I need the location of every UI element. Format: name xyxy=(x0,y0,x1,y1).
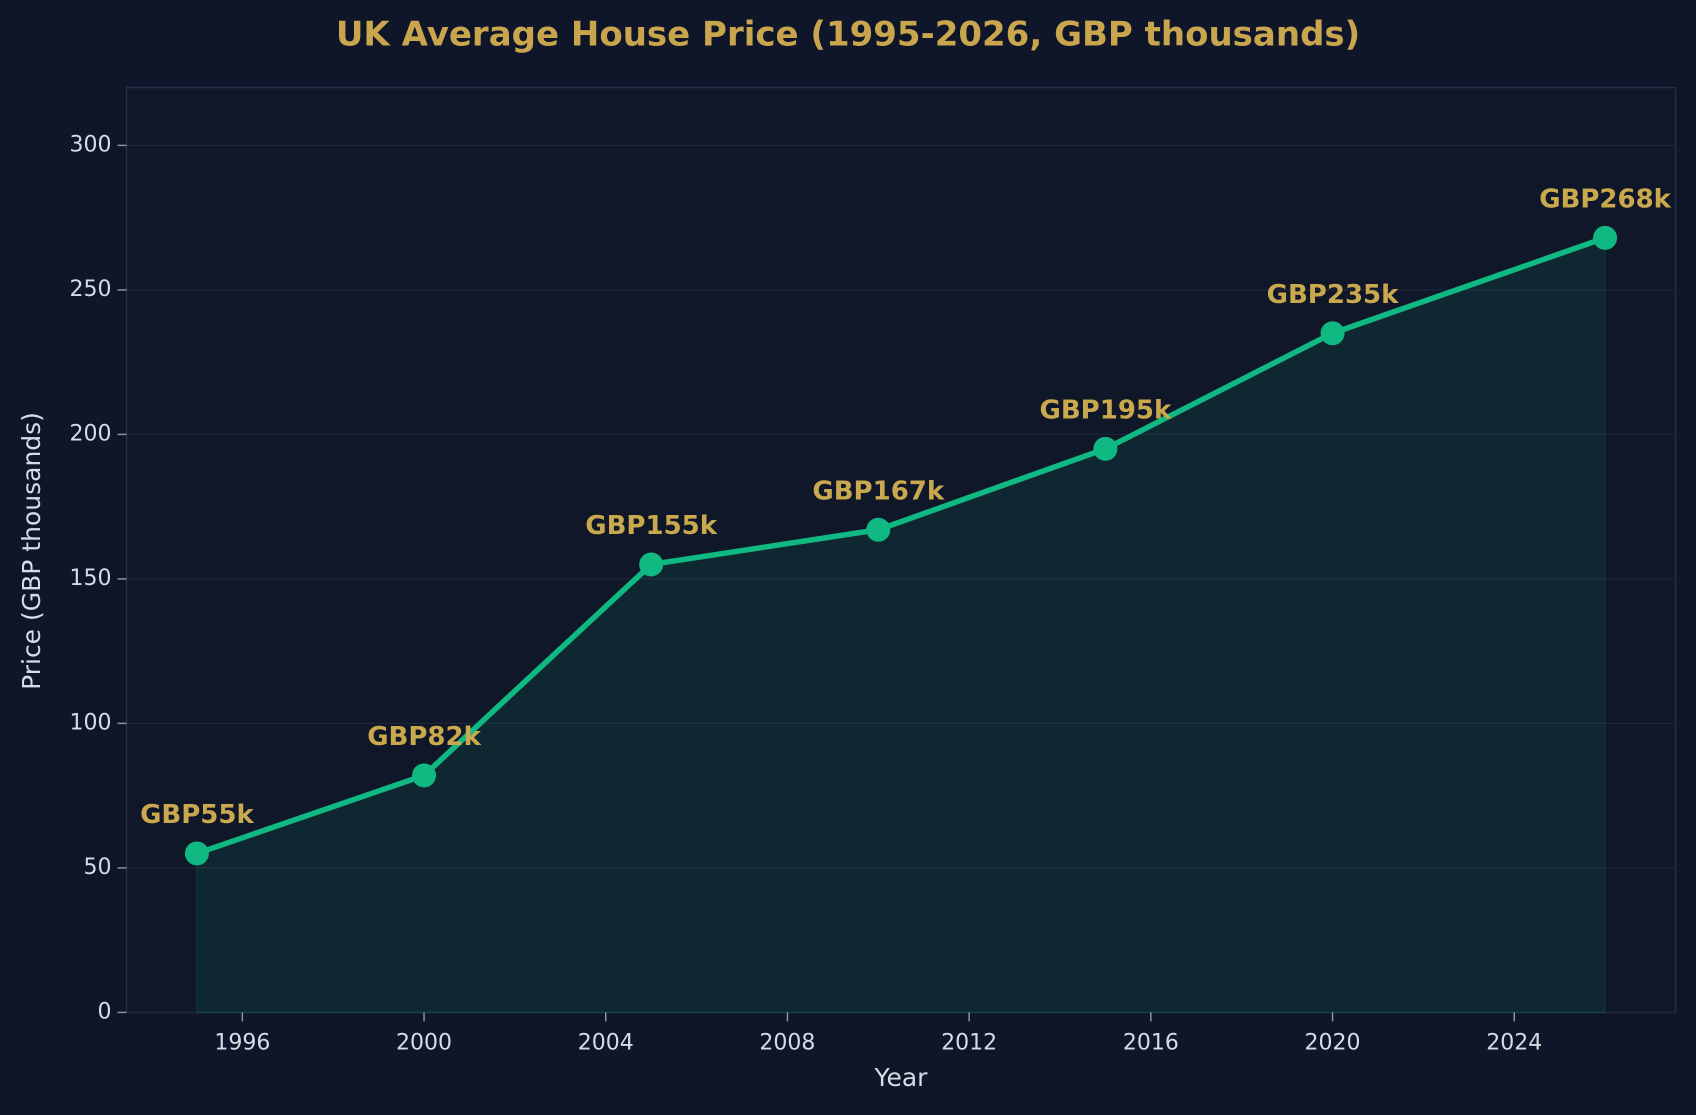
point xyxy=(1593,225,1618,250)
chart-title: UK Average House Price (1995-2026, GBP t… xyxy=(336,15,1360,55)
y-tick-label: 100 xyxy=(70,710,112,735)
point xyxy=(412,763,437,788)
x-tick-label: 2020 xyxy=(1305,1030,1361,1055)
x-tick-label: 2016 xyxy=(1123,1030,1179,1055)
y-tick-label: 50 xyxy=(84,855,112,880)
value-label: GBP195k xyxy=(1040,395,1172,425)
point xyxy=(1320,321,1345,346)
plot-area xyxy=(125,86,1677,1014)
value-label: GBP167k xyxy=(812,476,944,506)
value-label: GBP235k xyxy=(1267,280,1399,310)
y-tick-label: 250 xyxy=(70,277,112,302)
y-tick-label: 0 xyxy=(98,999,112,1024)
x-tick-label: 2004 xyxy=(578,1030,634,1055)
x-axis-label: Year xyxy=(874,1063,929,1092)
value-label: GBP82k xyxy=(367,722,481,752)
point xyxy=(1093,436,1118,461)
point xyxy=(184,841,209,866)
value-label: GBP155k xyxy=(585,511,717,541)
y-tick-label: 150 xyxy=(70,566,112,591)
value-label: GBP55k xyxy=(140,800,254,830)
x-tick-label: 2024 xyxy=(1486,1030,1542,1055)
value-label: GBP268k xyxy=(1539,184,1671,214)
y-tick-label: 200 xyxy=(70,421,112,446)
point xyxy=(866,517,891,542)
point xyxy=(639,552,664,577)
x-tick-label: 2008 xyxy=(759,1030,815,1055)
x-tick-label: 2000 xyxy=(396,1030,452,1055)
x-tick-label: 2012 xyxy=(941,1030,997,1055)
y-tick-label: 300 xyxy=(70,132,112,157)
y-axis-label: Price (GBP thousands) xyxy=(17,412,46,690)
x-tick-label: 1996 xyxy=(214,1030,270,1055)
